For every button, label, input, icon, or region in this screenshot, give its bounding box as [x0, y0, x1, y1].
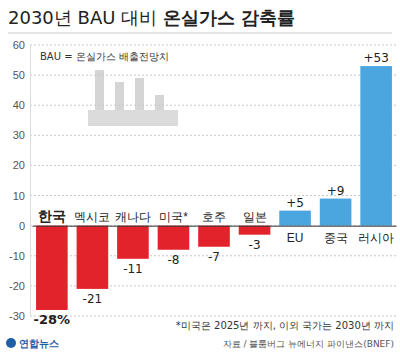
data-label: -3	[249, 238, 261, 252]
y-tick: -20	[9, 280, 30, 292]
logo-mark	[6, 338, 16, 348]
y-tick: 10	[13, 190, 30, 202]
data-label: -21	[83, 292, 103, 306]
y-tick-label: -10	[9, 250, 25, 262]
chart: 2030년 BAU 대비 온실가스 감축률 -30 -20 -10 0 10 20 30 40 5…	[0, 0, 400, 354]
x-tick: 호주	[202, 210, 226, 226]
x-tick-label: 미국*	[159, 210, 188, 224]
data-label: +53	[363, 51, 388, 65]
y-axis-line	[30, 46, 31, 317]
grid-line	[30, 45, 396, 46]
data-label: +9	[327, 184, 345, 198]
decoration	[88, 70, 178, 126]
data-label: +5	[286, 196, 304, 210]
bar	[117, 226, 149, 259]
y-tick-label: -30	[9, 310, 25, 322]
y-tick-label: 50	[13, 69, 25, 81]
data-labels: -28% -21 -11 -8 -7 -3 +5 +9 +53	[34, 51, 389, 327]
grid-line	[30, 135, 396, 136]
x-tick: 미국*	[159, 210, 188, 226]
grid-line	[30, 316, 396, 317]
title: 2030년 BAU 대비 온실가스 감축률	[8, 7, 295, 28]
grid	[30, 45, 396, 316]
y-tick-label: 60	[13, 39, 25, 51]
x-tick: 멕시코	[74, 210, 110, 226]
y-tick-label: 10	[13, 190, 25, 202]
x-tick: 캐나다	[115, 210, 151, 226]
y-tick: 50	[13, 69, 30, 81]
y-tick-label: 0	[19, 220, 25, 232]
x-tick-label: 중국	[324, 231, 348, 245]
x-tick-label: 캐나다	[115, 210, 151, 224]
y-tick-label: 20	[13, 159, 25, 171]
x-tick: 한국	[38, 208, 66, 226]
x-tick: 중국	[324, 226, 348, 246]
y-tick: 0	[19, 220, 30, 232]
x-tick: 러시아	[358, 226, 394, 246]
y-tick: 40	[13, 99, 30, 111]
x-tick-label: 멕시코	[74, 210, 110, 224]
x-axis: 한국 멕시코 캐나다 미국* 호주 일본 EU 중국 러시아	[33, 208, 397, 246]
bar	[279, 211, 311, 226]
data-label: -7	[208, 250, 220, 264]
x-tick-label: 일본	[243, 210, 267, 224]
y-axis: -30 -20 -10 0 10 20 30 40 50 60	[9, 39, 30, 322]
x-tick: 일본	[243, 210, 267, 226]
grid-line	[30, 105, 396, 106]
x-tick-label: 한국	[38, 208, 66, 224]
y-tick: 30	[13, 129, 30, 141]
bar	[36, 226, 68, 310]
x-axis-line	[33, 226, 397, 227]
y-tick-label: 40	[13, 99, 25, 111]
x-tick-label: EU	[287, 231, 304, 245]
data-label: -11	[123, 262, 143, 276]
bar	[198, 226, 230, 247]
x-tick-label: 러시아	[358, 231, 394, 245]
bar	[158, 226, 190, 250]
bar	[239, 226, 271, 235]
bar	[360, 66, 392, 226]
y-tick: -30	[9, 310, 30, 322]
bar	[320, 199, 352, 226]
subtitle: BAU = 온실가스 배출전망치	[40, 51, 169, 62]
y-tick: 20	[13, 159, 30, 171]
data-label: -28%	[34, 312, 71, 327]
x-tick-label: 호주	[202, 210, 226, 224]
footnote: *미국은 2025년 까지, 이외 국가는 2030년 까지	[176, 320, 394, 331]
y-tick-label: -20	[9, 280, 25, 292]
y-tick: -10	[9, 250, 30, 262]
source: 자료 / 블룸버그 뉴에너지 파이낸스(BNEF)	[223, 339, 394, 349]
x-tick: EU	[287, 226, 304, 246]
bar	[77, 226, 109, 289]
y-tick-label: 30	[13, 129, 25, 141]
bars	[36, 66, 392, 310]
grid-line	[30, 75, 396, 76]
title-rule	[8, 33, 392, 34]
y-tick: 60	[13, 39, 30, 51]
data-label: -8	[167, 253, 179, 267]
credit: 연합뉴스	[19, 338, 59, 349]
grid-line	[30, 165, 396, 166]
